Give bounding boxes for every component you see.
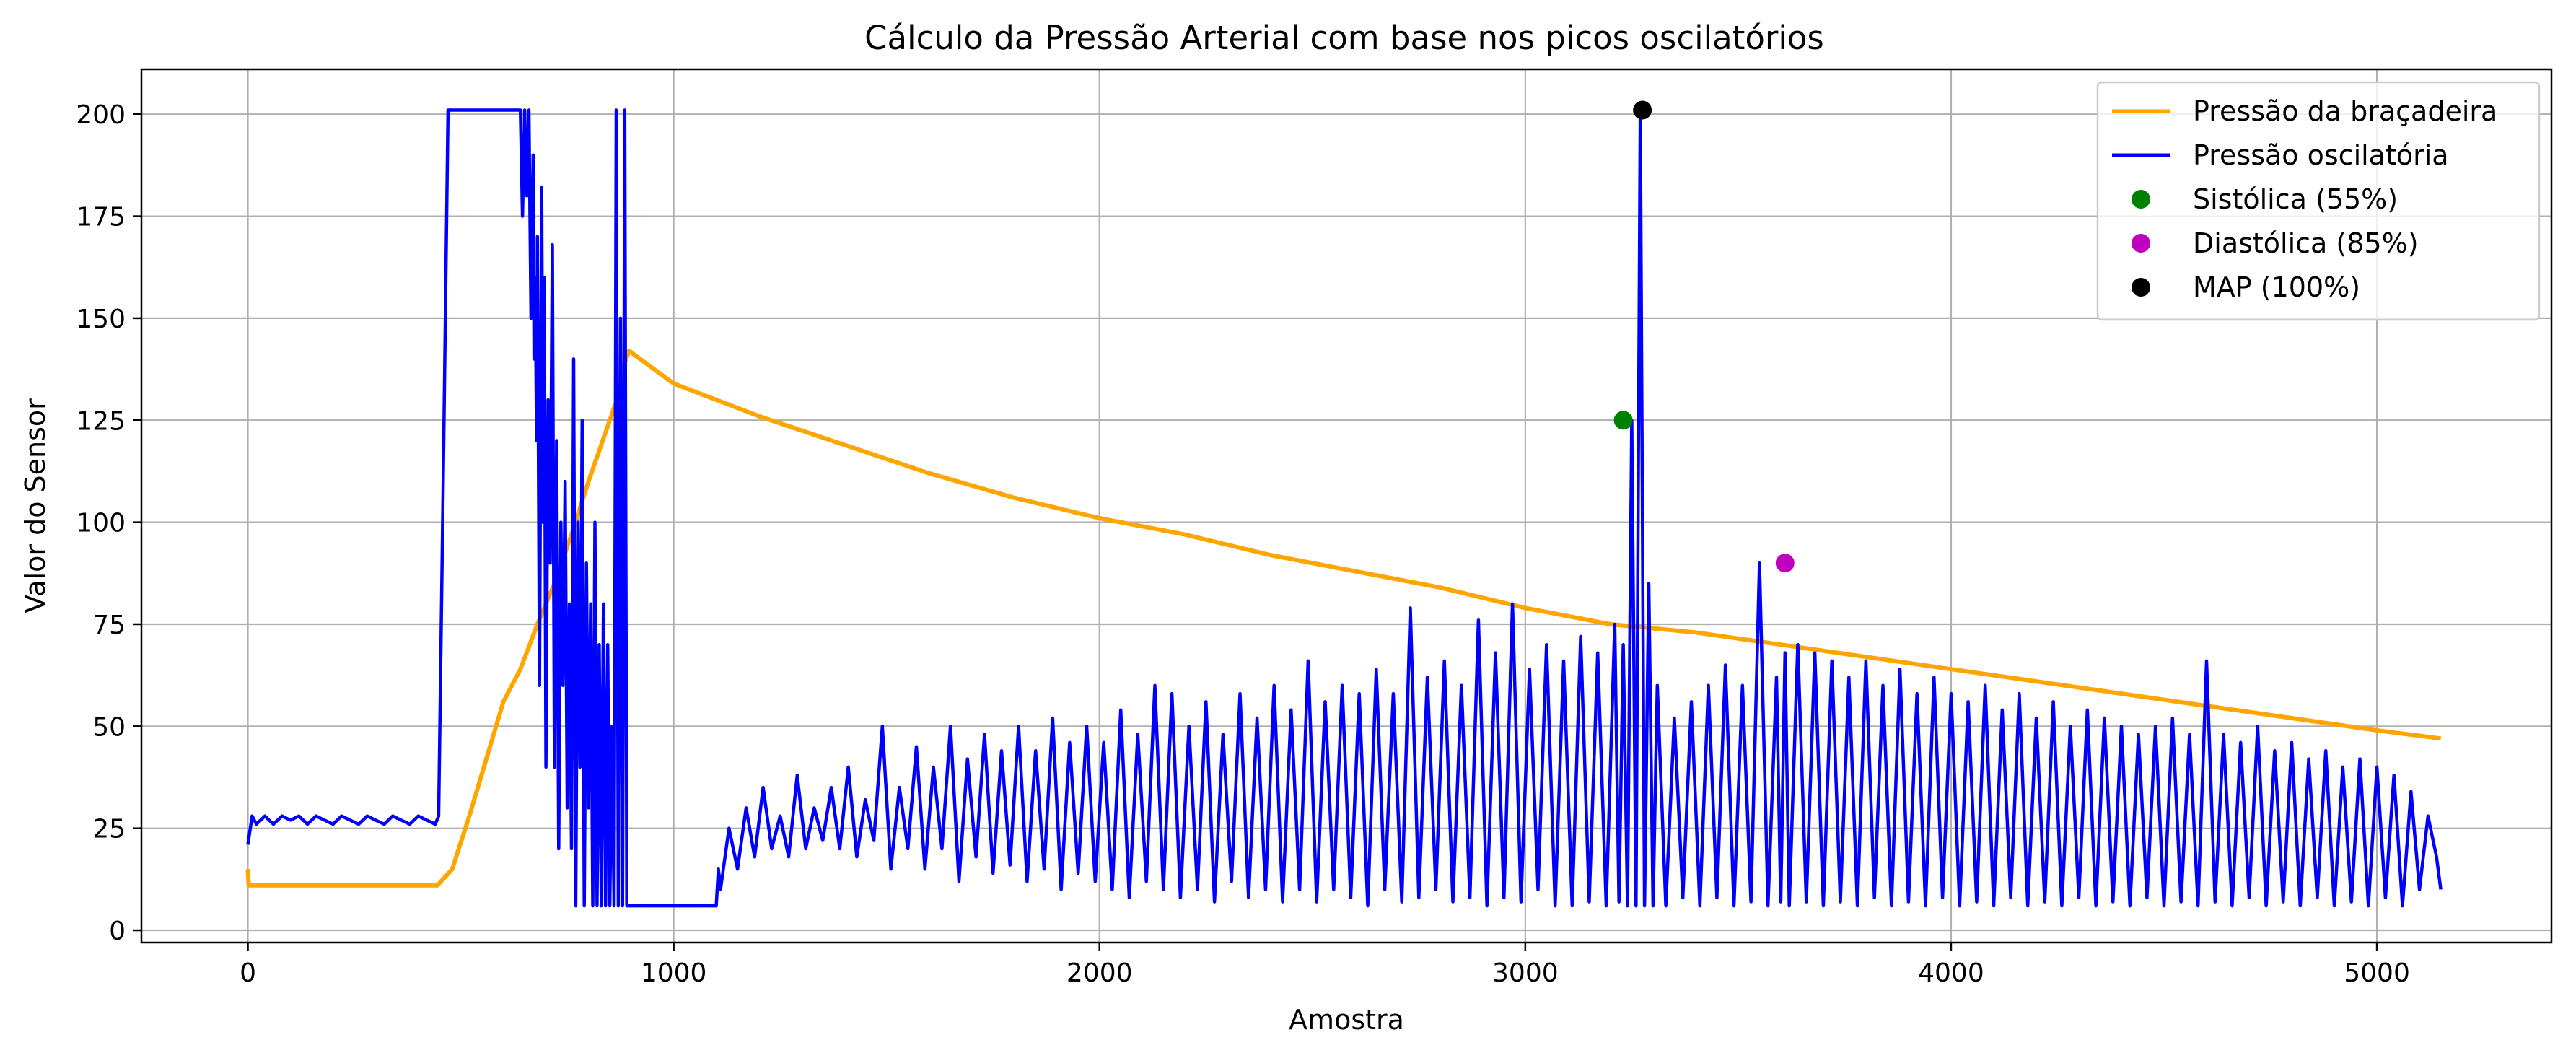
legend-label: Pressão oscilatória: [2193, 139, 2449, 171]
plot-frame: [140, 68, 2553, 944]
x-tick-label: 1000: [641, 958, 707, 988]
chart-title: Cálculo da Pressão Arterial com base nos…: [864, 19, 1824, 57]
diastolic-marker: [1775, 554, 1795, 573]
y-tick-label: 200: [76, 100, 126, 130]
legend: Pressão da braçadeira Pressão oscilatória…: [2096, 81, 2541, 321]
series-line-oscillatory-pressure: [246, 108, 2443, 908]
y-tick-label: 175: [76, 203, 126, 232]
legend-box: [2096, 81, 2541, 321]
marker-layer: [1613, 100, 1795, 573]
y-tick-label: 50: [92, 712, 126, 742]
legend-label: Sistólica (55%): [2193, 183, 2398, 215]
legend-label: Diastólica (85%): [2193, 227, 2419, 259]
x-tick-label: 2000: [1066, 958, 1133, 988]
legend-swatch-dot: [2132, 234, 2150, 253]
y-tick-label: 75: [92, 611, 126, 640]
legend-swatch-dot: [2132, 278, 2150, 297]
y-tick-label: 125: [76, 406, 126, 436]
legend-label: Pressão da braçadeira: [2193, 95, 2497, 127]
x-axis-title: Amostra: [1289, 1004, 1404, 1036]
y-tick-label: 25: [92, 815, 126, 844]
legend-label: MAP (100%): [2193, 271, 2360, 303]
grid: [141, 69, 2551, 943]
map-marker: [1633, 100, 1652, 120]
y-axis-title: Valor do Sensor: [19, 398, 51, 613]
y-tick-label: 150: [76, 305, 126, 334]
x-tick-label: 3000: [1492, 958, 1559, 988]
series-layer: [245, 108, 2443, 908]
y-tick-label: 100: [76, 509, 126, 538]
x-tick-label: 4000: [1918, 958, 1984, 988]
x-tick-label: 0: [240, 958, 256, 988]
x-tick-label: 5000: [2344, 958, 2410, 988]
ticks: 0 1000 2000 3000 4000 5000 0 25 50 75 100 125 150 175…: [76, 100, 2410, 988]
y-tick-label: 0: [109, 917, 126, 946]
legend-swatch-dot: [2132, 190, 2150, 209]
plot-area: [245, 100, 2443, 908]
series-line-cuff-pressure: [245, 349, 2441, 888]
systolic-marker: [1613, 411, 1633, 430]
